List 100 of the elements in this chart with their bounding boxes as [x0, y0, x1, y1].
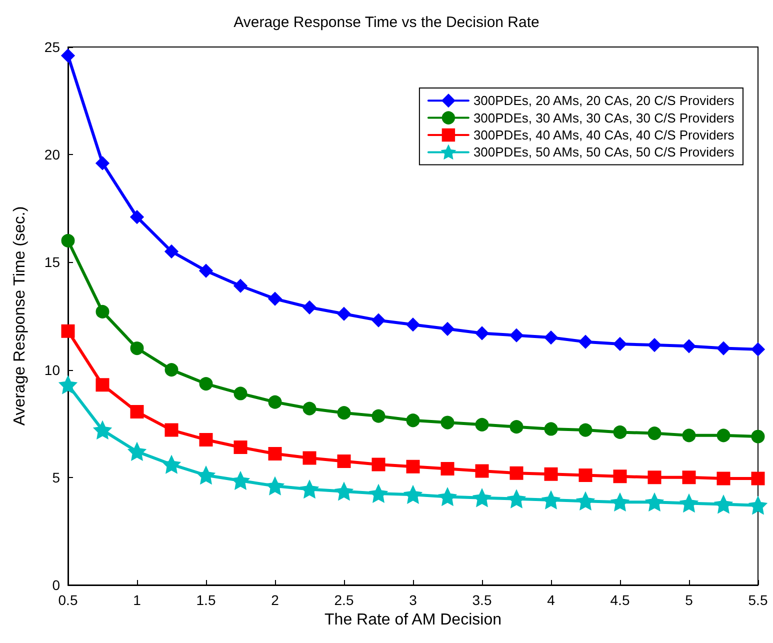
point	[646, 493, 664, 511]
point	[130, 210, 144, 224]
point	[96, 378, 110, 392]
x-tick-label: 3.5	[472, 592, 492, 608]
point	[96, 304, 110, 318]
y-axis-title: Average Response Time (sec.)	[12, 206, 28, 426]
point	[682, 339, 696, 353]
point	[613, 337, 627, 351]
point	[406, 414, 420, 428]
point	[716, 342, 730, 356]
point	[578, 335, 592, 349]
x-tick-label: 4.5	[610, 592, 630, 608]
point	[302, 300, 316, 314]
point	[406, 318, 420, 332]
point	[162, 456, 180, 474]
point	[164, 423, 178, 437]
point	[61, 234, 75, 248]
chart-title: Average Response Time vs the Decision Rate	[234, 14, 540, 31]
point	[578, 423, 592, 437]
point	[510, 466, 524, 480]
point	[268, 395, 282, 409]
point	[404, 486, 422, 504]
point	[751, 472, 765, 486]
point	[337, 454, 351, 468]
point	[680, 494, 698, 512]
y-tick-label: 5	[52, 469, 60, 486]
y-tick-label: 15	[44, 254, 60, 270]
point	[164, 244, 178, 258]
legend-label: 300PDEs, 40 AMs, 40 CAs, 40 C/S Providers	[473, 128, 735, 142]
point	[682, 428, 696, 442]
point	[749, 496, 767, 514]
x-tick-label: 5	[685, 592, 694, 608]
point	[440, 322, 454, 336]
point	[302, 402, 316, 416]
point	[475, 418, 489, 432]
point	[128, 442, 146, 460]
x-axis-title: The Rate of AM Decision	[324, 611, 502, 628]
point	[508, 490, 526, 508]
point	[576, 492, 594, 510]
point	[438, 488, 456, 506]
point	[61, 48, 75, 62]
point	[544, 422, 558, 436]
point	[164, 363, 178, 377]
legend-label: 300PDEs, 20 AMs, 20 CAs, 20 C/S Providers	[473, 93, 735, 108]
point	[232, 472, 250, 490]
point	[613, 470, 627, 484]
point	[406, 460, 420, 474]
point	[372, 314, 386, 328]
x-tick-label: 2	[271, 592, 280, 608]
point	[199, 432, 213, 446]
point	[613, 425, 627, 439]
point	[234, 279, 248, 293]
point	[197, 466, 215, 484]
point	[61, 324, 75, 338]
point	[648, 338, 662, 352]
point	[234, 440, 248, 454]
point	[716, 428, 730, 442]
point	[440, 462, 454, 476]
point	[337, 406, 351, 420]
y-tick-label: 10	[44, 362, 60, 378]
point	[751, 342, 765, 356]
legend-label: 300PDEs, 30 AMs, 30 CAs, 30 C/S Providers	[473, 110, 735, 126]
point	[337, 307, 351, 321]
point	[473, 489, 491, 507]
point	[440, 416, 454, 430]
point	[544, 467, 558, 481]
point	[372, 458, 386, 472]
point	[268, 292, 282, 306]
point	[716, 472, 730, 486]
point	[300, 480, 318, 498]
y-tick-label: 20	[44, 146, 60, 163]
x-tick-label: 3	[409, 592, 418, 608]
point	[59, 376, 77, 394]
point	[130, 342, 144, 356]
point	[335, 482, 353, 500]
y-tick-label: 25	[44, 39, 60, 55]
point	[682, 470, 696, 484]
legend-label: 300PDEs, 50 AMs, 50 CAs, 50 C/S Providers	[473, 144, 735, 160]
point	[544, 330, 558, 344]
point	[475, 464, 489, 478]
point	[510, 328, 524, 342]
point	[199, 377, 213, 391]
point	[648, 470, 662, 484]
x-tick-label: 0.5	[58, 592, 78, 608]
x-tick-label: 4	[547, 592, 556, 608]
point	[542, 491, 560, 509]
point	[611, 493, 629, 511]
point	[510, 420, 524, 434]
point	[475, 326, 489, 340]
point	[130, 405, 144, 419]
point	[714, 496, 732, 514]
point	[268, 446, 282, 460]
x-tick-label: 1.5	[196, 592, 216, 608]
point	[234, 386, 248, 400]
x-tick-label: 2.5	[334, 592, 354, 608]
point	[94, 421, 112, 439]
point	[648, 426, 662, 440]
y-tick-label: 0	[52, 577, 60, 593]
point	[751, 430, 765, 444]
point	[199, 264, 213, 278]
